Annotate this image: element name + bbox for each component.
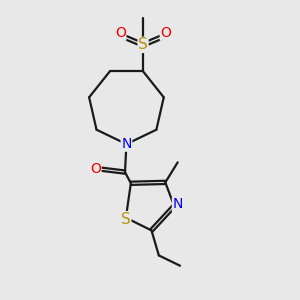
Text: O: O [90, 161, 101, 176]
Text: O: O [160, 26, 171, 40]
Text: S: S [121, 212, 131, 227]
Text: S: S [138, 37, 148, 52]
Text: N: N [121, 137, 132, 151]
Text: N: N [172, 197, 183, 212]
Text: O: O [115, 26, 126, 40]
